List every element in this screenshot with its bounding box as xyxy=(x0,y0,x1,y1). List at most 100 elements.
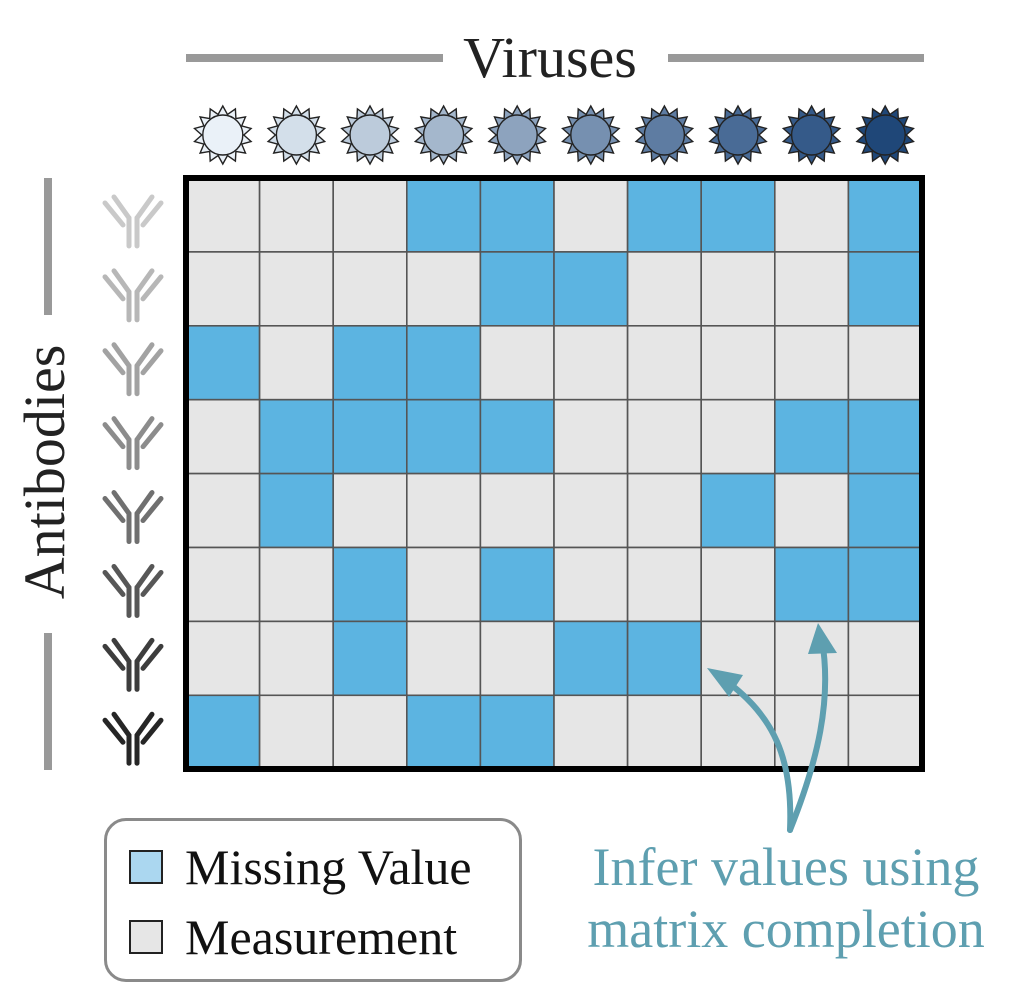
cell-missing xyxy=(847,398,923,475)
cell-measurement xyxy=(626,251,702,327)
antibody-icon xyxy=(102,637,164,692)
cell-measurement xyxy=(479,472,555,549)
cell-missing xyxy=(405,324,482,401)
cell-measurement xyxy=(553,694,629,770)
cell-measurement xyxy=(626,472,702,549)
cell-measurement xyxy=(185,398,261,475)
cell-measurement xyxy=(258,177,335,253)
cell-measurement xyxy=(700,251,776,327)
cell-missing xyxy=(773,398,850,475)
antibody-icon xyxy=(102,563,164,618)
cell-measurement xyxy=(626,694,702,770)
antibody-icon xyxy=(102,194,164,249)
cell-measurement xyxy=(405,620,482,697)
cell-measurement xyxy=(553,177,629,253)
cell-missing xyxy=(405,177,482,253)
cell-measurement xyxy=(847,620,923,697)
arrow-2 xyxy=(787,637,829,833)
cell-measurement xyxy=(258,546,335,623)
cell-missing xyxy=(700,177,776,253)
matrix-border xyxy=(183,175,925,772)
cell-missing xyxy=(332,398,408,475)
cell-measurement xyxy=(773,620,850,697)
virus-icon xyxy=(855,104,915,166)
virus-icon xyxy=(340,104,400,166)
cell-missing xyxy=(700,472,776,549)
antibody-icon xyxy=(102,490,164,545)
cell-measurement xyxy=(405,546,482,623)
cell-measurement xyxy=(185,620,261,697)
viruses-title: Viruses xyxy=(463,25,637,90)
cell-measurement xyxy=(185,251,261,327)
arrow-2-head xyxy=(808,623,837,654)
cell-measurement xyxy=(847,324,923,401)
cell-measurement xyxy=(332,472,408,549)
cell-measurement xyxy=(185,472,261,549)
antibody-icons xyxy=(102,194,164,766)
matrix-completion-note: Infer values using matrix completion xyxy=(552,836,1020,960)
legend-swatch-measurement xyxy=(129,920,163,954)
cell-missing xyxy=(773,546,850,623)
cell-measurement xyxy=(553,398,629,475)
cell-measurement xyxy=(185,546,261,623)
arrow-1 xyxy=(719,675,794,833)
cell-measurement xyxy=(258,694,335,770)
cell-missing xyxy=(626,620,702,697)
virus-icon xyxy=(487,104,547,166)
cell-measurement xyxy=(332,694,408,770)
cell-missing xyxy=(479,546,555,623)
antibody-icon xyxy=(102,416,164,471)
cell-measurement xyxy=(700,398,776,475)
virus-icon xyxy=(561,104,621,166)
virus-icon xyxy=(413,104,474,166)
cell-measurement xyxy=(700,694,776,770)
cell-missing xyxy=(332,620,408,697)
cell-measurement xyxy=(553,472,629,549)
note-line-2: matrix completion xyxy=(587,899,985,959)
antibody-icon xyxy=(102,342,164,397)
cell-measurement xyxy=(405,472,482,549)
cell-missing xyxy=(258,398,335,475)
cell-missing xyxy=(847,177,923,253)
cell-missing xyxy=(479,251,555,327)
measurement-matrix xyxy=(185,177,923,770)
cell-measurement xyxy=(332,177,408,253)
cell-missing xyxy=(553,251,629,327)
legend-swatch-missing xyxy=(129,850,163,884)
virus-icon xyxy=(266,104,327,166)
virus-icon xyxy=(193,104,253,166)
cell-missing xyxy=(332,324,408,401)
virus-icon xyxy=(781,104,842,166)
antibody-icon xyxy=(102,268,164,323)
cell-measurement xyxy=(773,177,850,253)
cell-missing xyxy=(185,324,261,401)
cell-measurement xyxy=(773,251,850,327)
cell-measurement xyxy=(332,251,408,327)
legend: Missing Value Measurement xyxy=(104,818,522,982)
virus-icon xyxy=(708,104,768,166)
cell-missing xyxy=(258,472,335,549)
antibodies-title: Antibodies xyxy=(12,344,77,600)
cell-missing xyxy=(553,620,629,697)
cell-measurement xyxy=(700,324,776,401)
cell-measurement xyxy=(626,546,702,623)
cell-missing xyxy=(847,546,923,623)
legend-label-missing: Missing Value xyxy=(185,839,472,895)
cell-measurement xyxy=(258,251,335,327)
cell-measurement xyxy=(700,546,776,623)
cell-measurement xyxy=(553,324,629,401)
cell-measurement xyxy=(479,620,555,697)
cell-measurement xyxy=(626,324,702,401)
arrow-1-head xyxy=(707,668,743,697)
cell-measurement xyxy=(773,324,850,401)
cell-missing xyxy=(405,694,482,770)
cell-missing xyxy=(479,177,555,253)
legend-label-measurement: Measurement xyxy=(185,909,458,965)
cell-missing xyxy=(332,546,408,623)
cell-missing xyxy=(847,472,923,549)
cell-measurement xyxy=(405,251,482,327)
cell-measurement xyxy=(626,398,702,475)
cell-measurement xyxy=(258,324,335,401)
